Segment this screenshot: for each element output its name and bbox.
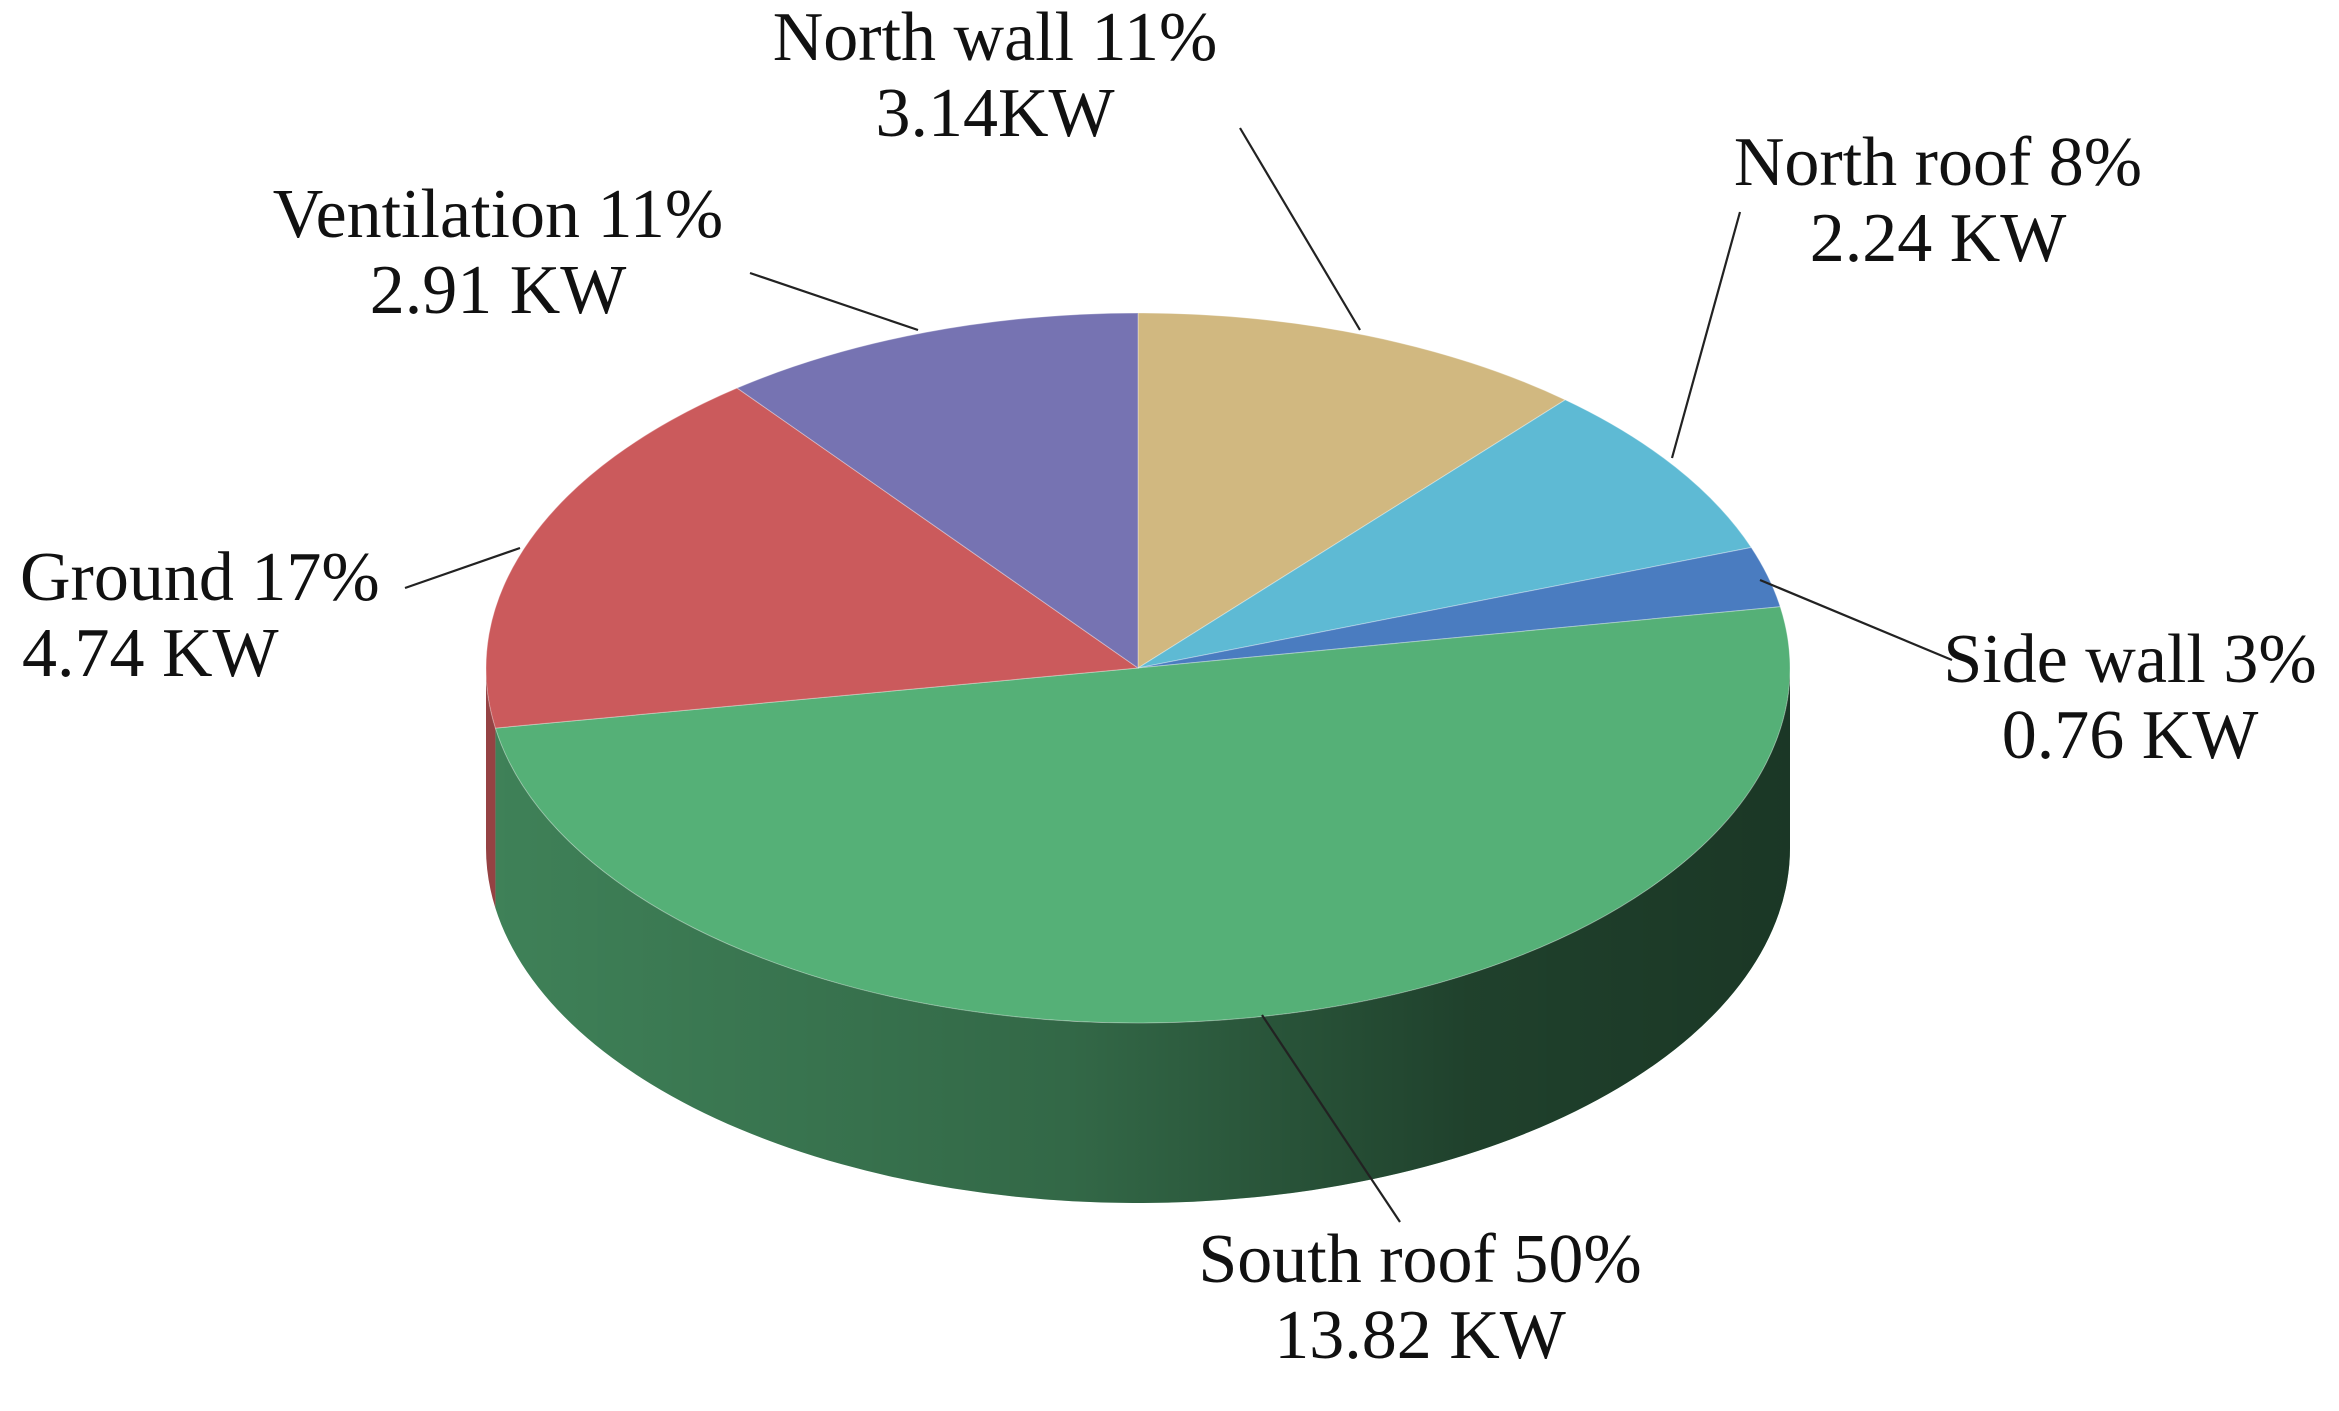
slice-ventilation: [736, 312, 1139, 669]
label-side-wall: Side wall 3%0.76 KW: [1943, 621, 2316, 774]
label-value-ground: 4.74 KW: [22, 615, 279, 692]
leader-line-side-wall: [1759, 578, 1953, 662]
slice-side-shade-south-roof: [495, 668, 1790, 1203]
slice-side-shade-ground: [486, 668, 496, 909]
label-value-north-wall: 3.14KW: [875, 75, 1114, 152]
label-value-side-wall: 0.76 KW: [2002, 697, 2259, 774]
label-ventilation: Ventilation 11%2.91 KW: [273, 176, 723, 329]
label-name-ventilation: Ventilation 11%: [273, 176, 723, 253]
leader-line-ventilation: [749, 271, 919, 332]
leader-line-south-roof: [1261, 1014, 1401, 1223]
slice-labels: North wall 11%3.14KW North roof 8%2.24 KW…: [20, 0, 2317, 1374]
leader-line-north-roof: [1670, 211, 1742, 459]
slice-side-wall: [1137, 546, 1781, 669]
slice-north-wall: [1137, 312, 1567, 669]
label-value-south-roof: 13.82 KW: [1274, 1297, 1566, 1374]
label-name-north-roof: North roof 8%: [1734, 124, 2142, 201]
label-name-south-roof: South roof 50%: [1198, 1221, 1641, 1298]
label-name-ground: Ground 17%: [20, 539, 380, 616]
pie-sides: [486, 668, 1790, 1203]
label-name-side-wall: Side wall 3%: [1943, 621, 2316, 698]
label-value-ventilation: 2.91 KW: [370, 252, 627, 329]
leader-line-ground: [404, 546, 521, 590]
label-north-wall: North wall 11%3.14KW: [773, 0, 1218, 152]
label-ground: Ground 17%4.74 KW: [20, 539, 380, 692]
label-name-north-wall: North wall 11%: [773, 0, 1218, 76]
slice-north-roof: [1137, 399, 1753, 669]
slice-south-roof: [494, 606, 1791, 1024]
slice-ground: [485, 387, 1140, 729]
label-north-roof: North roof 8%2.24 KW: [1734, 124, 2142, 277]
leader-line-north-wall: [1239, 127, 1361, 331]
leader-lines: [404, 127, 1953, 1223]
label-value-north-roof: 2.24 KW: [1810, 200, 2067, 277]
label-south-roof: South roof 50%13.82 KW: [1198, 1221, 1641, 1374]
pie-top: [485, 312, 1791, 1024]
